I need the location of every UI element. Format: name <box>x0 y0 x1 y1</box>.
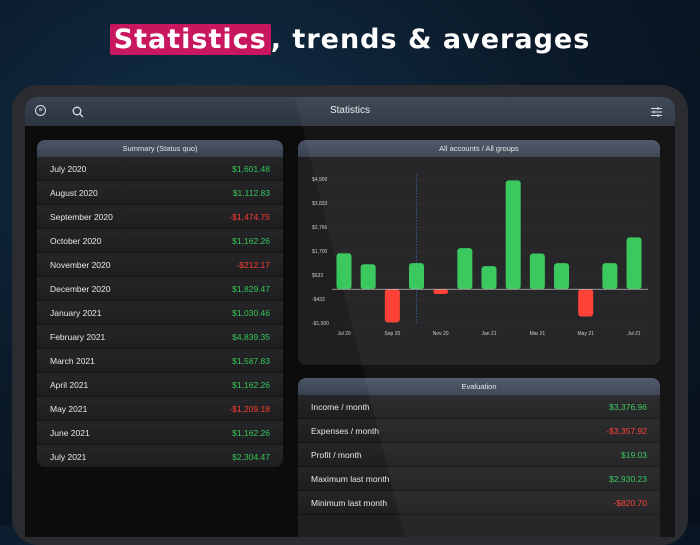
y-tick-label: $633 <box>312 273 323 279</box>
summary-row[interactable]: March 2021 $1,587.83 <box>37 349 283 373</box>
row-value: $2,304.47 <box>232 451 270 462</box>
x-tick-label: Jul 21 <box>627 331 641 337</box>
y-tick-label: -$1,500 <box>312 321 329 327</box>
row-label: Maximum last month <box>311 473 390 484</box>
headline-highlight: Statistics <box>109 24 271 55</box>
row-value: -$820.70 <box>613 497 647 508</box>
bar-may-21 <box>578 289 594 317</box>
summary-row[interactable]: June 2021 $1,162.26 <box>37 421 283 445</box>
summary-row[interactable]: May 2021 -$1,209.18 <box>37 397 283 421</box>
y-tick-label: $1,700 <box>312 249 328 255</box>
evaluation-row[interactable]: Minimum last month -$820.70 <box>298 491 660 515</box>
bar-oct-20 <box>409 263 425 290</box>
chart-title: All accounts / All groups <box>298 140 660 157</box>
bar-jun-21 <box>602 263 618 290</box>
summary-row[interactable]: April 2021 $1,162.26 <box>37 373 283 397</box>
row-value: $1,162.26 <box>232 427 270 438</box>
row-label: July 2020 <box>50 163 87 174</box>
summary-row[interactable]: July 2021 $2,304.47 <box>37 445 283 467</box>
row-value: $2,930.23 <box>609 473 647 484</box>
row-value: $1,829.47 <box>232 283 270 294</box>
row-value: $1,601.48 <box>232 163 270 174</box>
row-label: Profit / month <box>311 449 362 460</box>
row-value: -$212.17 <box>236 259 270 270</box>
row-label: March 2021 <box>50 355 95 366</box>
summary-row[interactable]: October 2020 $1,162.26 <box>37 229 283 253</box>
row-label: Income / month <box>311 401 370 412</box>
x-tick-label: Jan 21 <box>482 331 497 337</box>
evaluation-title: Evaluation <box>298 378 660 395</box>
summary-row[interactable]: November 2020 -$212.17 <box>37 253 283 277</box>
row-label: July 2021 <box>50 451 87 462</box>
evaluation-row[interactable]: Profit / month $19.03 <box>298 443 660 467</box>
bar-apr-21 <box>554 263 570 290</box>
summary-row[interactable]: February 2021 $4,839.35 <box>37 325 283 349</box>
row-label: June 2021 <box>50 427 90 438</box>
x-tick-label: Mar 21 <box>530 331 546 337</box>
row-label: May 2021 <box>50 403 88 414</box>
bar-nov-20 <box>433 289 449 295</box>
row-value: $1,030.46 <box>232 307 270 318</box>
y-tick-label: -$433 <box>312 297 325 303</box>
evaluation-panel: Evaluation Income / month $3,376.96 Expens… <box>298 378 660 537</box>
x-tick-label: Nov 20 <box>433 331 449 337</box>
bar-jan-21 <box>481 266 497 290</box>
row-value: $1,112.83 <box>232 187 270 198</box>
row-value: $1,162.26 <box>232 379 270 390</box>
row-label: December 2020 <box>50 283 111 294</box>
row-value: -$1,209.18 <box>229 403 270 414</box>
row-label: October 2020 <box>50 235 102 246</box>
summary-row[interactable]: January 2021 $1,030.46 <box>37 301 283 325</box>
summary-panel: Summary (Status quo) July 2020 $1,601.48 A… <box>37 140 283 467</box>
y-tick-label: $3,833 <box>312 201 328 207</box>
x-tick-label: Jul 20 <box>337 331 351 337</box>
menu-icon[interactable]: ≡ <box>35 105 46 116</box>
row-value: $3,376.96 <box>609 401 647 412</box>
chart-panel: All accounts / All groups $4,900 $3,833 $2… <box>298 140 660 365</box>
summary-row[interactable]: August 2020 $1,112.83 <box>37 181 283 205</box>
row-value: $1,587.83 <box>232 355 270 366</box>
x-tick-label: May 21 <box>577 331 594 337</box>
headline-rest: , trends & averages <box>270 24 591 55</box>
row-label: January 2021 <box>50 307 102 318</box>
bar-chart: $4,900 $3,833 $2,766 $1,700 $633 -$433 -$1,500… <box>312 175 648 337</box>
x-tick-label: Sep 20 <box>384 331 400 337</box>
sliders-icon[interactable] <box>651 107 662 117</box>
bar-dec-20 <box>457 248 473 290</box>
bar-sep-20 <box>384 289 400 323</box>
bar-jul-21 <box>626 237 642 290</box>
summary-row[interactable]: September 2020 -$1,474.75 <box>37 205 283 229</box>
row-value: $4,839.35 <box>232 331 270 342</box>
row-label: April 2021 <box>50 379 89 390</box>
row-label: February 2021 <box>50 331 106 342</box>
row-value: $19.03 <box>621 449 647 460</box>
summary-title: Summary (Status quo) <box>37 140 283 157</box>
y-tick-label: $4,900 <box>312 177 328 183</box>
row-label: November 2020 <box>50 259 111 270</box>
row-value: -$3,357.92 <box>606 425 647 436</box>
row-label: Minimum last month <box>311 497 388 508</box>
bar-feb-21 <box>505 180 521 290</box>
evaluation-row[interactable]: Income / month $3,376.96 <box>298 395 660 419</box>
row-value: -$1,474.75 <box>229 211 270 222</box>
app-screen: ≡ Statistics Summary (Status quo) July 2… <box>25 97 675 537</box>
bar-aug-20 <box>360 264 376 290</box>
search-icon[interactable] <box>72 106 84 118</box>
row-value: $1,162.26 <box>232 235 270 246</box>
evaluation-row[interactable]: Expenses / month -$3,357.92 <box>298 419 660 443</box>
summary-row[interactable]: July 2020 $1,601.48 <box>37 157 283 181</box>
row-label: August 2020 <box>50 187 98 198</box>
row-label: Expenses / month <box>311 425 380 436</box>
nav-bar: ≡ Statistics <box>25 97 675 126</box>
y-tick-label: $2,766 <box>312 225 328 231</box>
evaluation-row[interactable]: Maximum last month $2,930.23 <box>298 467 660 491</box>
summary-row[interactable]: December 2020 $1,829.47 <box>37 277 283 301</box>
bar-jul-20 <box>336 253 352 290</box>
nav-title: Statistics <box>329 105 370 116</box>
row-label: September 2020 <box>50 211 113 222</box>
headline: Statistics, trends & averages <box>0 24 700 55</box>
bar-mar-21 <box>529 253 545 290</box>
